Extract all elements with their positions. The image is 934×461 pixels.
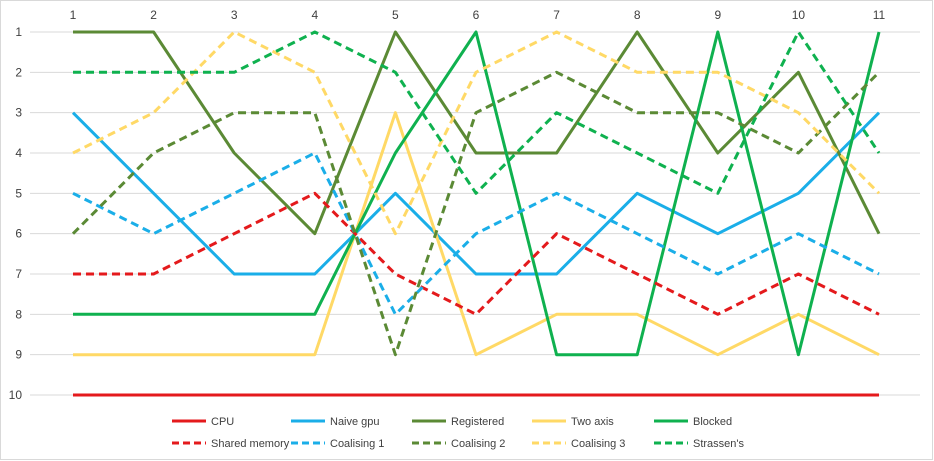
x-tick-label: 1 [70, 8, 77, 22]
x-tick-label: 6 [473, 8, 480, 22]
legend-label: CPU [211, 416, 234, 428]
legend: CPU Naive gpu Registered Two axis Blocked Sha… [172, 416, 745, 450]
x-tick-label: 4 [311, 8, 318, 22]
x-tick-label: 3 [231, 8, 238, 22]
x-tick-label: 10 [792, 8, 806, 22]
y-tick-label: 1 [15, 25, 22, 39]
legend-label: Coalising 2 [451, 438, 505, 450]
x-tick-label: 8 [634, 8, 641, 22]
legend-label: Blocked [693, 416, 732, 428]
y-tick-label: 6 [15, 227, 22, 241]
x-tick-label: 7 [553, 8, 560, 22]
x-tick-label: 2 [150, 8, 157, 22]
gridlines [30, 32, 920, 395]
x-tick-label: 11 [873, 8, 886, 22]
y-tick-label: 8 [15, 307, 22, 321]
y-tick-label: 7 [15, 267, 22, 281]
legend-label: Registered [451, 416, 504, 428]
x-tick-label: 9 [714, 8, 721, 22]
legend-label: Two axis [571, 416, 614, 428]
y-tick-label: 10 [9, 388, 23, 402]
legend-label: Shared memory [211, 438, 290, 450]
series-line [73, 193, 879, 314]
x-axis-tick-labels: 1 2 3 4 5 6 7 8 9 10 11 [70, 8, 886, 22]
y-tick-label: 9 [15, 348, 22, 362]
y-tick-label: 3 [15, 106, 22, 120]
legend-label: Naive gpu [330, 416, 380, 428]
y-tick-label: 4 [15, 146, 22, 160]
legend-label: Coalising 3 [571, 438, 625, 450]
y-tick-label: 5 [15, 186, 22, 200]
y-tick-label: 2 [15, 65, 22, 79]
legend-label: Coalising 1 [330, 438, 384, 450]
legend-label: Strassen's [693, 438, 745, 450]
series-lines [73, 32, 879, 395]
y-axis-tick-labels: 1 2 3 4 5 6 7 8 9 10 [9, 25, 23, 402]
x-tick-label: 5 [392, 8, 399, 22]
